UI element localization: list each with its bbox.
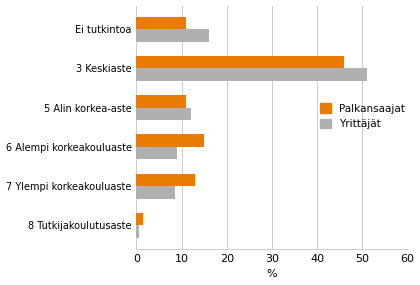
Bar bbox=[136, 29, 209, 42]
Bar bbox=[136, 108, 191, 120]
X-axis label: %: % bbox=[267, 269, 277, 280]
Bar bbox=[136, 213, 143, 225]
Bar bbox=[136, 17, 186, 29]
Bar bbox=[136, 68, 367, 81]
Bar bbox=[136, 147, 177, 160]
Bar bbox=[136, 56, 344, 68]
Bar bbox=[136, 186, 175, 199]
Bar bbox=[136, 134, 204, 147]
Bar bbox=[136, 174, 195, 186]
Bar bbox=[136, 95, 186, 108]
Bar bbox=[136, 225, 139, 238]
Legend: Palkansaajat, Yrittäjät: Palkansaajat, Yrittäjät bbox=[320, 103, 405, 129]
